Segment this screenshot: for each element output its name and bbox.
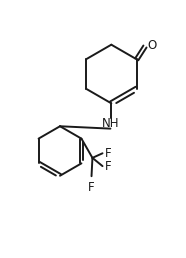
Text: F: F xyxy=(88,181,95,194)
Text: F: F xyxy=(105,160,112,173)
Text: O: O xyxy=(147,39,157,52)
Text: F: F xyxy=(105,147,112,160)
Text: NH: NH xyxy=(102,117,119,130)
